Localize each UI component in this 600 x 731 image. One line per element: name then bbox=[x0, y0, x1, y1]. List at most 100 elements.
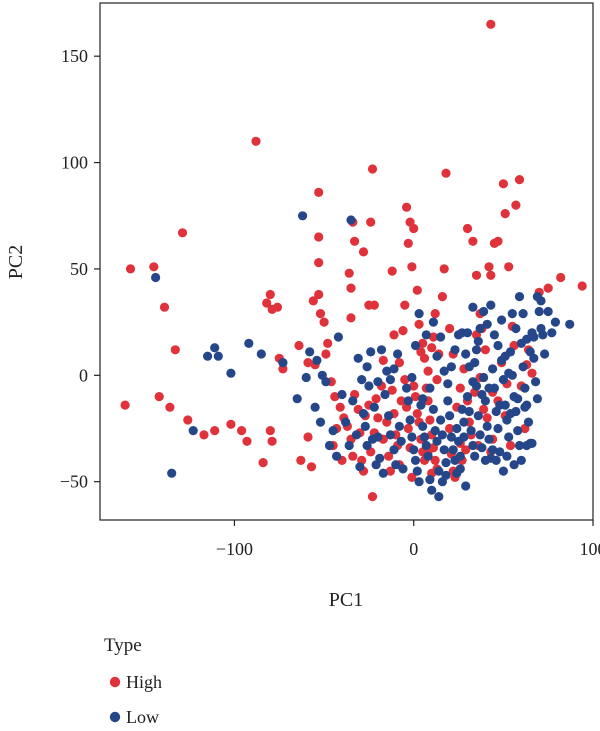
point-low-147 bbox=[443, 379, 453, 389]
point-low-50 bbox=[423, 451, 433, 461]
point-high-13 bbox=[226, 419, 236, 429]
point-low-121 bbox=[471, 345, 482, 355]
legend: Type High Low bbox=[104, 635, 162, 727]
point-low-24 bbox=[362, 440, 372, 451]
point-low-19 bbox=[341, 417, 351, 427]
point-low-45 bbox=[414, 477, 424, 487]
point-low-143 bbox=[468, 377, 478, 387]
point-low-75 bbox=[468, 440, 478, 451]
point-high-0 bbox=[486, 19, 496, 29]
point-high-34 bbox=[319, 317, 329, 327]
point-low-168 bbox=[333, 332, 343, 342]
point-low-60 bbox=[441, 458, 451, 468]
point-high-14 bbox=[237, 426, 247, 436]
point-low-177 bbox=[351, 430, 361, 440]
point-high-11 bbox=[199, 430, 209, 440]
point-high-115 bbox=[428, 332, 438, 342]
point-low-194 bbox=[505, 409, 516, 419]
point-low-188 bbox=[502, 451, 512, 461]
point-low-166 bbox=[357, 375, 367, 385]
point-high-132 bbox=[471, 270, 482, 280]
point-low-123 bbox=[479, 306, 489, 317]
point-low-55 bbox=[432, 436, 442, 446]
point-low-136 bbox=[525, 347, 535, 357]
point-high-101 bbox=[398, 326, 408, 336]
point-low-23 bbox=[360, 421, 370, 431]
point-low-164 bbox=[366, 347, 376, 357]
x-tick-label: 0 bbox=[409, 539, 418, 559]
point-low-144 bbox=[453, 330, 464, 340]
point-low-173 bbox=[301, 372, 311, 383]
point-low-138 bbox=[532, 292, 543, 302]
point-low-119 bbox=[565, 319, 575, 329]
point-low-159 bbox=[389, 364, 399, 374]
point-low-86 bbox=[488, 364, 498, 374]
point-low-71 bbox=[461, 481, 471, 491]
point-low-40 bbox=[405, 415, 415, 425]
point-high-30 bbox=[315, 309, 326, 319]
point-high-88 bbox=[346, 283, 356, 293]
point-low-81 bbox=[479, 372, 489, 383]
point-low-13 bbox=[310, 402, 320, 412]
point-low-73 bbox=[464, 406, 474, 417]
point-low-182 bbox=[455, 451, 465, 461]
point-low-192 bbox=[527, 438, 537, 448]
point-low-110 bbox=[531, 377, 541, 387]
point-high-87 bbox=[344, 268, 354, 278]
point-low-174 bbox=[367, 434, 378, 444]
legend-label-high: High bbox=[126, 672, 162, 692]
point-high-152 bbox=[527, 368, 537, 378]
point-low-74 bbox=[466, 426, 476, 436]
point-low-20 bbox=[344, 440, 354, 451]
point-high-22 bbox=[272, 302, 283, 312]
point-high-25 bbox=[303, 358, 313, 368]
point-high-113 bbox=[423, 366, 433, 376]
point-high-131 bbox=[468, 236, 478, 246]
point-low-133 bbox=[514, 292, 525, 302]
point-low-152 bbox=[425, 383, 435, 393]
point-low-36 bbox=[396, 436, 406, 446]
point-low-83 bbox=[482, 421, 492, 431]
point-low-154 bbox=[418, 394, 428, 404]
point-low-170 bbox=[317, 370, 327, 380]
point-low-62 bbox=[445, 411, 455, 421]
point-low-4 bbox=[188, 426, 198, 436]
y-tick-label: 0 bbox=[79, 365, 88, 385]
point-high-9 bbox=[183, 415, 193, 425]
point-high-154 bbox=[543, 283, 553, 293]
point-low-196 bbox=[520, 402, 530, 412]
point-low-31 bbox=[384, 411, 394, 421]
point-high-15 bbox=[242, 436, 252, 446]
point-high-1 bbox=[251, 136, 261, 146]
point-high-6 bbox=[170, 345, 180, 355]
y-axis-label: PC2 bbox=[5, 245, 27, 279]
point-low-78 bbox=[473, 411, 483, 421]
point-high-125 bbox=[455, 383, 465, 393]
point-low-56 bbox=[434, 492, 444, 502]
point-high-20 bbox=[265, 289, 275, 300]
point-low-33 bbox=[389, 445, 399, 455]
points-layer bbox=[120, 19, 587, 502]
point-high-36 bbox=[323, 338, 333, 348]
point-low-84 bbox=[484, 434, 494, 444]
point-low-25 bbox=[364, 381, 374, 391]
y-tick-label: 150 bbox=[61, 46, 88, 66]
legend-swatch-high bbox=[109, 676, 121, 688]
point-low-6 bbox=[210, 343, 220, 353]
point-low-176 bbox=[358, 409, 369, 419]
point-high-146 bbox=[511, 200, 521, 210]
point-low-48 bbox=[419, 432, 430, 442]
point-low-184 bbox=[480, 455, 490, 465]
point-low-156 bbox=[410, 340, 421, 351]
point-low-111 bbox=[532, 394, 543, 404]
point-high-106 bbox=[409, 223, 419, 234]
point-low-185 bbox=[488, 445, 498, 455]
point-low-34 bbox=[391, 460, 401, 470]
point-high-31 bbox=[314, 258, 324, 268]
point-high-29 bbox=[314, 289, 324, 300]
point-low-5 bbox=[203, 351, 213, 361]
point-high-68 bbox=[400, 375, 410, 385]
point-high-19 bbox=[262, 298, 272, 308]
point-low-30 bbox=[380, 389, 390, 400]
